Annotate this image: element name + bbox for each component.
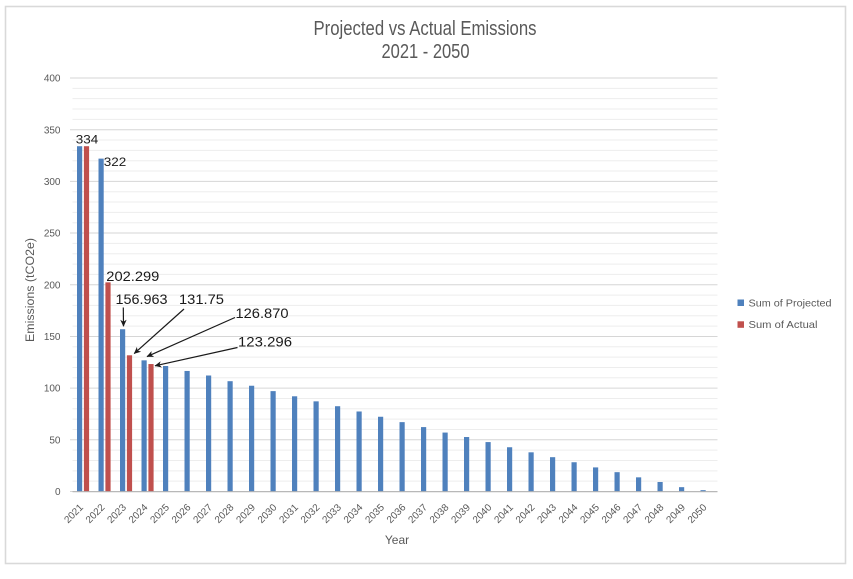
svg-text:300: 300	[44, 177, 61, 188]
svg-text:Year: Year	[385, 533, 409, 547]
svg-text:200: 200	[44, 280, 61, 291]
svg-text:156.963: 156.963	[116, 291, 168, 307]
svg-text:400: 400	[44, 74, 61, 85]
svg-text:123.296: 123.296	[238, 334, 292, 350]
svg-text:Emissions (tCO2e): Emissions (tCO2e)	[25, 238, 37, 342]
svg-text:350: 350	[44, 125, 61, 136]
svg-text:126.870: 126.870	[236, 305, 289, 321]
svg-text:Projected vs Actual Emissions: Projected vs Actual Emissions	[314, 18, 537, 40]
svg-text:334: 334	[76, 133, 99, 147]
svg-text:50: 50	[49, 435, 61, 446]
svg-text:202.299: 202.299	[106, 268, 159, 284]
svg-text:150: 150	[44, 332, 61, 343]
svg-text:Sum of Actual: Sum of Actual	[749, 319, 818, 331]
svg-text:131.75: 131.75	[179, 291, 224, 307]
svg-text:0: 0	[55, 487, 61, 498]
svg-text:322: 322	[104, 155, 127, 169]
svg-text:Sum of Projected: Sum of Projected	[749, 297, 832, 309]
svg-text:100: 100	[44, 384, 61, 395]
svg-text:2021 - 2050: 2021 - 2050	[382, 41, 470, 63]
svg-text:250: 250	[44, 229, 61, 240]
